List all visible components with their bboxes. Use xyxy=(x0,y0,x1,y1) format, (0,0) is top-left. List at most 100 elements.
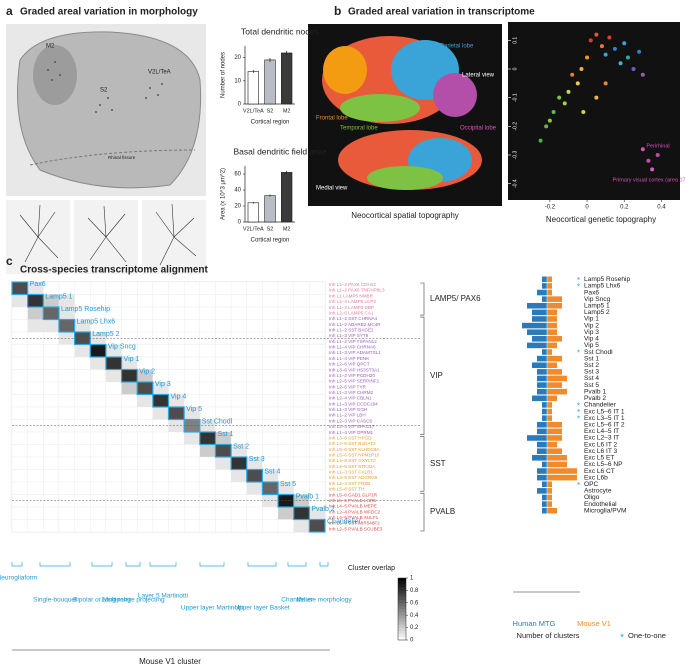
category-label: Exc L5 ET xyxy=(584,455,614,462)
heatmap-cell xyxy=(262,281,279,295)
heatmap-cell xyxy=(230,519,247,533)
heatmap-cell xyxy=(230,319,247,333)
heatmap-cell xyxy=(199,519,216,533)
cluster-label: Sst Chodl xyxy=(202,418,233,425)
bar xyxy=(537,369,547,375)
colorbar-tick-label: 0 xyxy=(410,638,414,644)
bar xyxy=(547,342,557,349)
row-label: Inh L4–5 SST STK32A xyxy=(329,464,376,469)
cluster-label: Lamp5 1 xyxy=(45,293,72,300)
bar xyxy=(547,468,577,474)
heatmap-cell xyxy=(293,344,310,358)
heatmap-cell xyxy=(277,369,294,383)
heatmap-cell xyxy=(183,319,200,333)
heatmap-cell xyxy=(183,469,200,483)
heatmap-cell xyxy=(74,456,91,470)
cluster-label: Lamp5 Lhx6 xyxy=(77,318,116,325)
cluster-box xyxy=(27,293,44,308)
heatmap-cell xyxy=(58,456,75,470)
col-group-label: Single-bouquet xyxy=(33,597,77,604)
row-label: Inh L2–6 LAMP5 CA1 xyxy=(329,310,374,315)
bar xyxy=(547,441,557,448)
one-to-one-marker: * xyxy=(577,402,580,411)
heatmap-cell xyxy=(152,506,169,520)
col-group-label: Mouse morphology xyxy=(296,597,352,604)
group-bracket xyxy=(91,562,113,567)
heatmap-cell xyxy=(121,406,138,420)
point xyxy=(547,118,552,123)
heatmap-cell xyxy=(90,506,107,520)
heatmap-cell xyxy=(58,519,75,533)
bar xyxy=(537,421,547,428)
chart-title: Total dendritic nodes xyxy=(241,26,319,36)
category-label: Pvalb 1 xyxy=(584,388,606,395)
x-axis-label: Cortical region xyxy=(251,238,290,244)
heatmap-cell xyxy=(230,294,247,308)
heatmap-cell xyxy=(27,356,44,370)
heatmap-cell xyxy=(105,406,122,420)
one-to-one-marker: * xyxy=(577,415,580,424)
heatmap-cell xyxy=(215,469,232,483)
heatmap-cell xyxy=(90,431,107,445)
row-label: Inh L5–6 GAD1 GLP1R xyxy=(329,492,378,497)
bar xyxy=(547,309,557,316)
heatmap-cell xyxy=(277,356,294,370)
heatmap-cell xyxy=(293,356,310,370)
heatmap-cell xyxy=(277,506,294,520)
heatmap-cell xyxy=(43,506,60,520)
bar xyxy=(532,362,547,369)
neuron-images xyxy=(6,200,206,274)
category-label: Exc L6 IT 3 xyxy=(584,448,618,455)
bar xyxy=(547,455,567,461)
bar xyxy=(532,455,547,461)
point xyxy=(594,95,599,100)
heatmap-cell xyxy=(309,344,326,358)
cluster-label: Pvalb 2 xyxy=(311,506,334,513)
point xyxy=(646,158,651,163)
heatmap-cell xyxy=(137,306,153,320)
bar xyxy=(547,369,562,375)
colorbar-step xyxy=(398,587,406,591)
heatmap-cell xyxy=(168,369,185,383)
point xyxy=(622,41,627,46)
heatmap-cell xyxy=(183,281,200,295)
heatmap-cell xyxy=(58,444,75,458)
point xyxy=(566,89,571,94)
heatmap-cell xyxy=(152,444,169,458)
bar xyxy=(547,488,552,494)
heatmap-cell xyxy=(74,381,91,395)
heatmap-cell xyxy=(121,319,138,333)
heatmap-cell xyxy=(309,381,326,395)
heatmap-cell xyxy=(246,519,263,533)
heatmap-cell xyxy=(27,469,44,483)
brain-image xyxy=(308,24,502,206)
heatmap-cell xyxy=(74,444,91,458)
heatmap-cell xyxy=(183,444,200,458)
heatmap-cell xyxy=(309,369,326,383)
heatmap-cell xyxy=(262,381,279,395)
heatmap-cell xyxy=(137,444,153,458)
heatmap-cell xyxy=(74,406,91,420)
row-label: Inh L2–4 SST FRZB xyxy=(329,481,370,486)
bar xyxy=(547,302,562,309)
category-label: Sst 4 xyxy=(584,375,599,382)
image-label: S2 xyxy=(100,88,108,94)
row-label: Inh L1–2 PAX6 CDH12 xyxy=(329,282,376,287)
y-tick-label: 0 xyxy=(238,102,242,108)
heatmap-cell xyxy=(121,506,138,520)
bar xyxy=(527,329,547,335)
heatmap-cell xyxy=(262,344,279,358)
heatmap-cell xyxy=(183,456,200,470)
heatmap-cell xyxy=(105,506,122,520)
category-label: Exc L6b xyxy=(584,474,608,481)
cluster-label: Vip 1 xyxy=(124,356,140,363)
heatmap-cell xyxy=(121,431,138,445)
col-group-label: Bipolar or Multipolar xyxy=(73,597,132,604)
heatmap-cell xyxy=(199,481,216,495)
point xyxy=(637,49,642,54)
bar xyxy=(537,441,547,448)
heatmap-cell xyxy=(230,506,247,520)
point xyxy=(551,110,556,114)
heatmap-cell xyxy=(121,444,138,458)
one-to-one-marker: * xyxy=(577,408,580,417)
